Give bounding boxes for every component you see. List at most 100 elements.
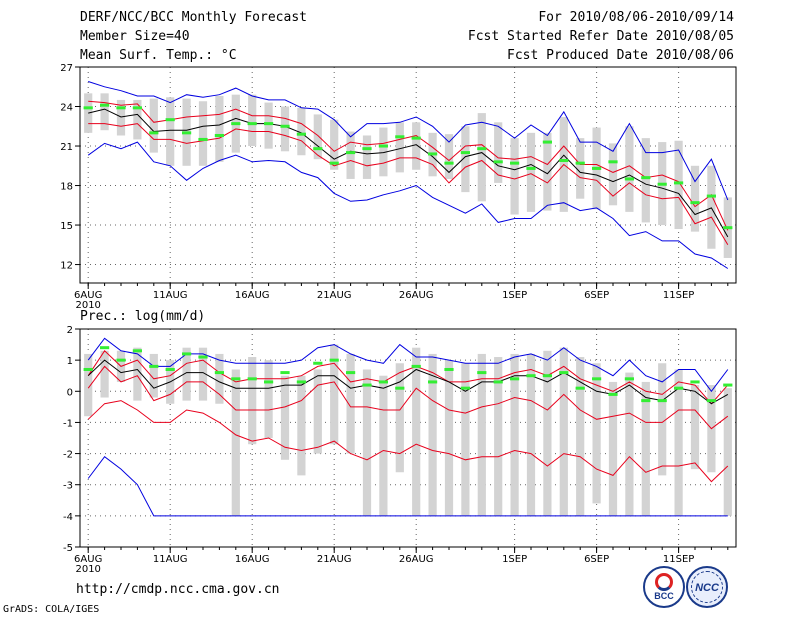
temp-x-tick-label: 16AUG: [235, 290, 270, 301]
prec-member-marker: [460, 386, 470, 390]
temp-member-marker: [723, 226, 733, 230]
temp-x-tick-label: 6SEP: [584, 290, 609, 301]
temp-member-marker: [280, 124, 290, 128]
temp-x-tick-label: 1SEP: [502, 290, 527, 301]
temp-spread-bar: [248, 94, 257, 147]
prec-member-marker: [444, 367, 454, 371]
ncc-logo-text: NCC: [695, 582, 719, 594]
temp-spread-bar: [707, 165, 716, 249]
prec-member-marker: [362, 383, 372, 387]
temp-x-year-label: 2010: [75, 300, 100, 311]
temp-member-marker: [657, 182, 667, 186]
temp-member-marker: [378, 144, 388, 148]
forecast-start-date: Fcst Started Refer Date 2010/08/05: [467, 29, 734, 44]
temp-spread-bar: [690, 165, 700, 232]
bcc-logo-text: BCC: [654, 591, 674, 601]
prec-member-marker: [493, 380, 503, 384]
temp-member-marker: [313, 147, 323, 151]
prec-spread-bar: [510, 353, 519, 516]
prec-x-tick-label: 6AUG: [74, 554, 102, 565]
prec-spread-bar: [362, 369, 372, 516]
prec-spread-bar: [149, 353, 158, 398]
temp-x-tick-label: 26AUG: [399, 290, 434, 301]
temp-spread-bar: [461, 126, 470, 193]
temp-member-marker: [165, 118, 175, 122]
prec-spread-bar: [559, 347, 568, 516]
temp-spread-bar: [526, 132, 536, 212]
temp-outer-high-line: [88, 81, 729, 201]
temp-spread-bar: [280, 106, 290, 152]
temp-spread-bar: [264, 102, 273, 149]
temp-member-marker: [624, 177, 634, 181]
prec-spread-bar: [658, 363, 667, 476]
temp-member-marker: [411, 136, 421, 140]
temperature-panel-title: Mean Surf. Temp.: °C: [80, 48, 237, 63]
temp-inner-high-line: [88, 100, 729, 231]
prec-spread-bar: [543, 350, 552, 516]
prec-member-marker: [575, 386, 585, 390]
prec-member-marker: [296, 380, 306, 384]
temp-spread-bar: [362, 135, 372, 179]
temp-member-marker: [641, 176, 651, 180]
prec-member-marker: [723, 383, 733, 387]
prec-spread-bar: [215, 353, 224, 404]
temp-spread-bar: [198, 101, 208, 166]
prec-spread-bar: [264, 360, 273, 438]
prec-spread-bar: [379, 375, 388, 516]
temp-spread-bar: [576, 138, 585, 199]
prec-x-year-label: 2010: [75, 564, 100, 575]
grads-credit: GrADS: COLA/IGES: [3, 604, 100, 615]
temp-x-tick-label: 6AUG: [74, 290, 102, 301]
temp-member-marker: [149, 131, 159, 135]
prec-member-marker: [116, 358, 126, 362]
temp-spread-bar: [625, 126, 634, 212]
prec-x-tick-label: 6SEP: [584, 554, 609, 565]
prec-spread-bar: [592, 363, 601, 504]
temp-member-marker: [510, 161, 520, 165]
prec-spread-bar: [690, 385, 700, 470]
temp-spread-bar: [100, 93, 109, 131]
precipitation-panel-title: Prec.: log(mm/d): [80, 309, 206, 324]
prec-spread-bar: [526, 353, 536, 516]
temp-member-marker: [296, 132, 306, 136]
prec-spread-bar: [313, 369, 322, 454]
temp-y-tick-label: 24: [60, 103, 73, 114]
temp-y-tick-label: 21: [60, 142, 73, 153]
prec-member-marker: [690, 380, 700, 384]
prec-member-marker: [411, 364, 421, 368]
prec-spread-bar: [674, 369, 683, 516]
prec-spread-bar: [723, 388, 732, 516]
prec-member-marker: [706, 399, 716, 403]
prec-x-tick-label: 16AUG: [235, 554, 270, 565]
ncc-globe-icon: [691, 571, 723, 603]
temp-y-tick-label: 27: [60, 63, 73, 74]
temp-x-tick-label: 11SEP: [663, 290, 694, 301]
prec-y-tick-label: 2: [67, 325, 73, 336]
prec-spread-bar: [395, 363, 404, 473]
source-url[interactable]: http://cmdp.ncc.cma.gov.cn: [76, 582, 280, 597]
figure-title: DERF/NCC/BCC Monthly Forecast: [80, 10, 307, 25]
prec-member-marker: [477, 371, 487, 375]
prec-spread-bar: [641, 381, 650, 516]
temp-y-tick-label: 12: [60, 261, 73, 272]
temp-spread-bar: [346, 131, 355, 179]
temp-member-marker: [608, 160, 618, 164]
temp-spread-bar: [543, 132, 552, 211]
prec-member-marker: [428, 380, 438, 384]
prec-member-marker: [346, 371, 356, 375]
prec-x-tick-label: 21AUG: [317, 554, 352, 565]
temp-member-marker: [526, 166, 536, 170]
prec-y-tick-label: -2: [63, 450, 73, 461]
temp-mean-line: [88, 108, 729, 238]
temp-member-marker: [706, 194, 716, 198]
temp-spread-bar: [313, 114, 322, 160]
prec-spread-bar: [100, 350, 109, 398]
temp-member-marker: [395, 135, 405, 139]
temp-member-marker: [264, 122, 274, 126]
prec-member-marker: [592, 377, 602, 381]
temp-plot-frame: [79, 66, 737, 284]
temp-y-tick-label: 18: [60, 182, 73, 193]
prec-x-tick-label: 1SEP: [502, 554, 527, 565]
prec-member-marker: [132, 349, 142, 353]
